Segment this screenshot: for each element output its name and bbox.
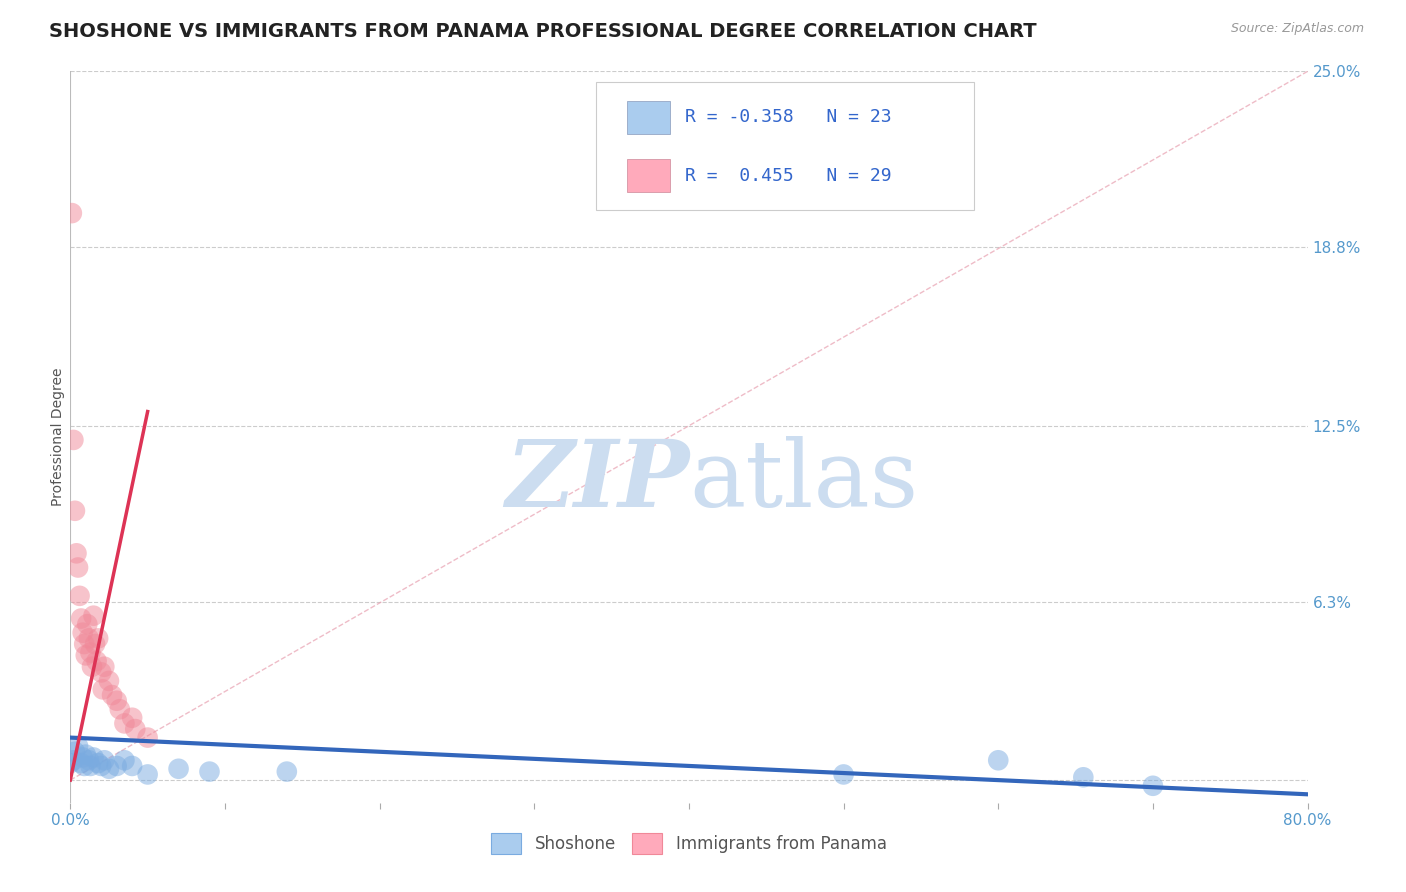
Point [93, 753, 115, 767]
Point [62, 433, 84, 447]
Point [987, 753, 1010, 767]
Point [67, 560, 90, 574]
Text: atlas: atlas [689, 436, 918, 526]
Point [79, 759, 101, 773]
Point [77, 753, 100, 767]
FancyBboxPatch shape [627, 159, 671, 192]
Point [87, 632, 110, 646]
Point [114, 753, 135, 767]
Point [90, 665, 112, 680]
Point [98, 673, 120, 688]
Point [136, 731, 159, 745]
Point [276, 764, 298, 779]
Point [167, 762, 190, 776]
Point [62, 753, 84, 767]
Point [124, 722, 146, 736]
Legend: Shoshone, Immigrants from Panama: Shoshone, Immigrants from Panama [485, 827, 893, 860]
Point [98, 762, 120, 776]
FancyBboxPatch shape [596, 82, 973, 211]
Point [84, 637, 107, 651]
Text: SHOSHONE VS IMMIGRANTS FROM PANAMA PROFESSIONAL DEGREE CORRELATION CHART: SHOSHONE VS IMMIGRANTS FROM PANAMA PROFE… [49, 22, 1036, 41]
Text: R =  0.455   N = 29: R = 0.455 N = 29 [685, 167, 891, 185]
Point [82, 750, 105, 764]
Point [63, 504, 86, 518]
Point [67, 739, 90, 753]
Point [105, 759, 128, 773]
Text: Source: ZipAtlas.com: Source: ZipAtlas.com [1230, 22, 1364, 36]
Point [70, 611, 93, 625]
Point [1073, 770, 1095, 784]
Point [121, 711, 143, 725]
Point [108, 702, 131, 716]
Point [60, 206, 83, 220]
Point [72, 625, 94, 640]
Point [198, 764, 221, 779]
Point [63, 745, 86, 759]
Point [91, 682, 114, 697]
Point [1142, 779, 1164, 793]
Point [59, 756, 82, 771]
Point [121, 759, 143, 773]
Text: ZIP: ZIP [505, 436, 689, 526]
Point [69, 589, 91, 603]
Point [101, 688, 124, 702]
Y-axis label: Professional Degree: Professional Degree [51, 368, 65, 507]
Point [75, 648, 97, 663]
Text: R = -0.358   N = 23: R = -0.358 N = 23 [685, 108, 891, 126]
Point [105, 694, 128, 708]
Point [86, 654, 108, 668]
Point [90, 759, 112, 773]
Point [87, 756, 110, 771]
Point [75, 747, 97, 762]
Point [114, 716, 135, 731]
Point [80, 659, 103, 673]
Point [77, 632, 100, 646]
Point [73, 759, 96, 773]
Point [73, 637, 96, 651]
Point [82, 608, 105, 623]
Point [70, 756, 93, 771]
Point [136, 767, 159, 781]
Point [65, 546, 87, 560]
Point [76, 617, 98, 632]
Point [832, 767, 855, 781]
Point [72, 750, 94, 764]
FancyBboxPatch shape [627, 101, 671, 134]
Point [79, 646, 101, 660]
Point [93, 659, 115, 673]
